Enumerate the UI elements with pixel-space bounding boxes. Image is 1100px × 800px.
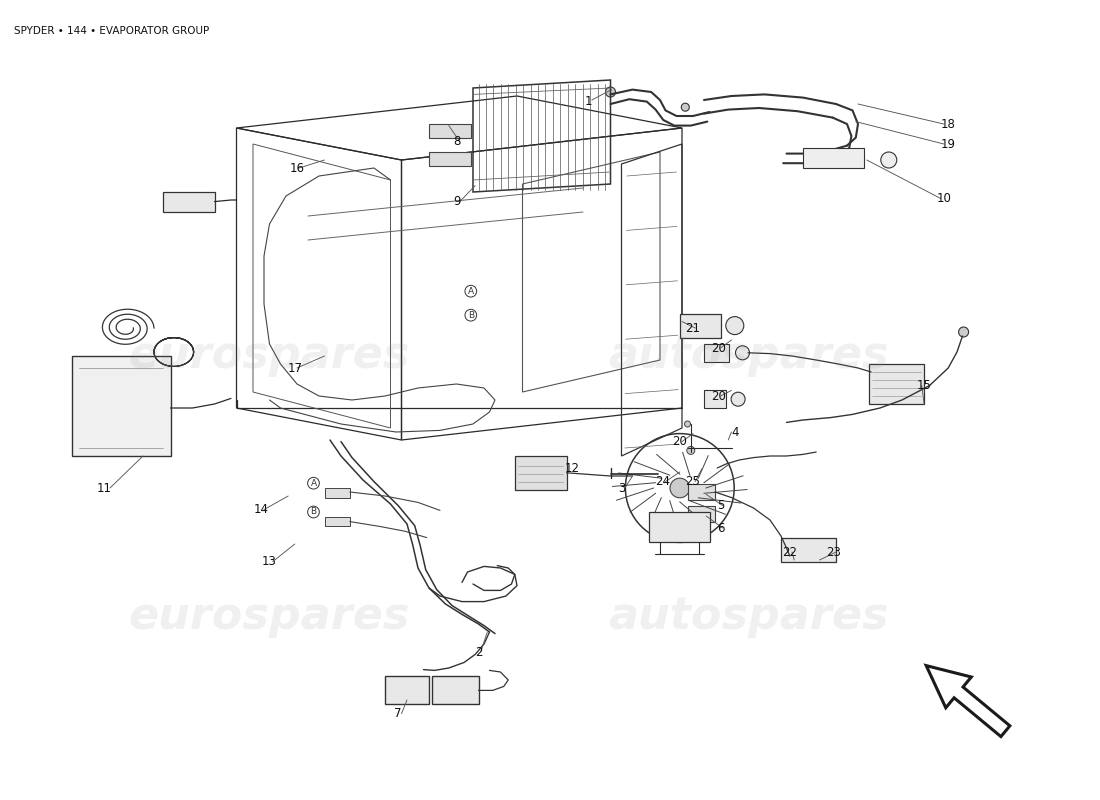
Polygon shape [680, 314, 720, 338]
Text: 16: 16 [289, 162, 305, 174]
Circle shape [736, 346, 749, 360]
Text: 25: 25 [685, 475, 701, 488]
Text: 8: 8 [453, 135, 460, 148]
Polygon shape [649, 512, 710, 542]
Polygon shape [429, 152, 471, 166]
Polygon shape [429, 124, 471, 138]
Text: 13: 13 [262, 555, 277, 568]
Text: 20: 20 [711, 342, 726, 354]
Circle shape [686, 446, 695, 454]
Polygon shape [324, 517, 350, 526]
Circle shape [958, 327, 969, 337]
Text: SPYDER • 144 • EVAPORATOR GROUP: SPYDER • 144 • EVAPORATOR GROUP [14, 26, 209, 35]
Text: A: A [310, 478, 317, 488]
Circle shape [881, 152, 896, 168]
Text: 20: 20 [711, 390, 726, 402]
Polygon shape [781, 538, 836, 562]
Polygon shape [515, 456, 566, 490]
Text: eurospares: eurospares [129, 594, 410, 638]
Polygon shape [688, 506, 715, 522]
Text: A: A [468, 286, 474, 296]
Text: B: B [310, 507, 317, 517]
Circle shape [605, 87, 616, 97]
Text: 23: 23 [826, 546, 842, 558]
Text: autospares: autospares [607, 334, 889, 378]
Text: 22: 22 [782, 546, 797, 558]
Text: 24: 24 [654, 475, 670, 488]
Text: 7: 7 [395, 707, 402, 720]
Text: 4: 4 [732, 426, 738, 438]
Polygon shape [72, 356, 170, 456]
Text: eurospares: eurospares [129, 334, 410, 378]
Text: 3: 3 [618, 482, 625, 494]
Text: 14: 14 [253, 503, 268, 516]
Text: 5: 5 [717, 499, 724, 512]
Text: 11: 11 [97, 482, 112, 494]
Text: B: B [468, 310, 474, 320]
Circle shape [726, 317, 744, 334]
Polygon shape [704, 390, 726, 408]
Text: 17: 17 [287, 362, 303, 374]
Text: 19: 19 [940, 138, 956, 150]
Text: 15: 15 [916, 379, 932, 392]
Polygon shape [432, 676, 478, 704]
Polygon shape [385, 676, 429, 704]
Polygon shape [803, 148, 864, 168]
Text: 10: 10 [936, 192, 952, 205]
FancyArrow shape [926, 666, 1010, 737]
Polygon shape [324, 488, 350, 498]
Circle shape [684, 421, 691, 427]
Text: 9: 9 [453, 195, 460, 208]
Polygon shape [688, 484, 715, 500]
Text: 6: 6 [717, 522, 724, 534]
Text: 20: 20 [672, 435, 688, 448]
Circle shape [822, 546, 828, 553]
Polygon shape [704, 344, 729, 362]
Circle shape [670, 478, 690, 498]
Polygon shape [163, 192, 214, 212]
Circle shape [681, 103, 690, 111]
Polygon shape [869, 364, 924, 404]
Text: 1: 1 [585, 95, 592, 108]
Text: 21: 21 [685, 322, 701, 334]
Circle shape [786, 546, 793, 553]
Circle shape [732, 392, 745, 406]
Text: 12: 12 [564, 462, 580, 474]
Text: 18: 18 [940, 118, 956, 130]
Text: 2: 2 [475, 646, 482, 658]
Text: autospares: autospares [607, 594, 889, 638]
